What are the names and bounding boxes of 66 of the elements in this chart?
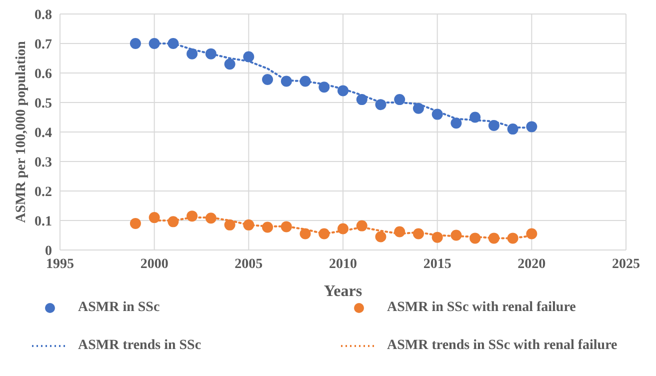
legend-label: ASMR in SSc with renal failure: [387, 300, 576, 316]
point: [300, 76, 311, 87]
x-tick-label: 1995: [46, 256, 74, 272]
x-tick-label: 2025: [612, 256, 640, 272]
point: [318, 82, 330, 93]
point: [280, 76, 292, 87]
x-tick-label: 2020: [518, 256, 546, 272]
point: [356, 94, 368, 106]
point: [168, 216, 179, 228]
y-tick-label: 0.1: [34, 214, 52, 230]
y-tick-label: 0.7: [34, 37, 52, 52]
point: [168, 38, 179, 49]
y-tick-label: 0: [45, 244, 52, 259]
point: [526, 228, 538, 240]
point: [412, 102, 424, 114]
y-tick-label: 0.3: [34, 155, 52, 170]
point: [470, 112, 481, 123]
point: [507, 124, 518, 135]
point: [338, 85, 348, 96]
point: [205, 212, 216, 224]
point: [130, 218, 141, 229]
point: [375, 231, 386, 242]
point: [356, 220, 368, 232]
y-tick-label: 0.4: [34, 126, 52, 141]
point: [224, 58, 236, 70]
point: [243, 219, 254, 230]
point: [262, 222, 274, 233]
point: [432, 108, 443, 120]
point: [318, 228, 330, 240]
point: [300, 228, 311, 240]
y-tick-label: 0.8: [34, 8, 52, 23]
point: [280, 221, 292, 232]
x-tick-label: 2000: [140, 256, 168, 272]
point: [488, 120, 500, 132]
legend-label: ASMR trends in SSc: [78, 338, 202, 354]
x-axis-title: Years: [324, 283, 362, 300]
y-tick-label: 0.6: [34, 66, 52, 82]
x-tick-label: 2015: [423, 256, 452, 272]
legend-label: ASMR in SSc: [78, 300, 160, 316]
point: [186, 210, 198, 222]
point: [262, 74, 274, 85]
point: [338, 223, 348, 234]
point: [526, 121, 538, 132]
x-tick-label: 2010: [329, 256, 357, 272]
legend-label: ASMR trends in SSc with renal failure: [387, 338, 618, 354]
point: [394, 94, 406, 106]
point: [224, 219, 236, 230]
x-tick-label: 2005: [234, 256, 263, 272]
point: [507, 232, 518, 244]
point: [432, 232, 443, 243]
point: [148, 212, 160, 224]
point: [148, 38, 160, 49]
point: [470, 232, 481, 244]
point: [375, 99, 386, 110]
y-tick-label: 0.2: [34, 184, 52, 200]
y-axis-title: ASMR per 100,000 population: [14, 40, 29, 223]
point: [205, 48, 216, 60]
point: [412, 228, 424, 240]
point: [488, 232, 500, 244]
y-tick-label: 0.5: [34, 96, 52, 112]
point: [186, 48, 198, 60]
point: [394, 226, 406, 238]
point: [450, 118, 462, 129]
point: [243, 51, 254, 62]
point: [130, 38, 141, 49]
point: [450, 230, 462, 241]
